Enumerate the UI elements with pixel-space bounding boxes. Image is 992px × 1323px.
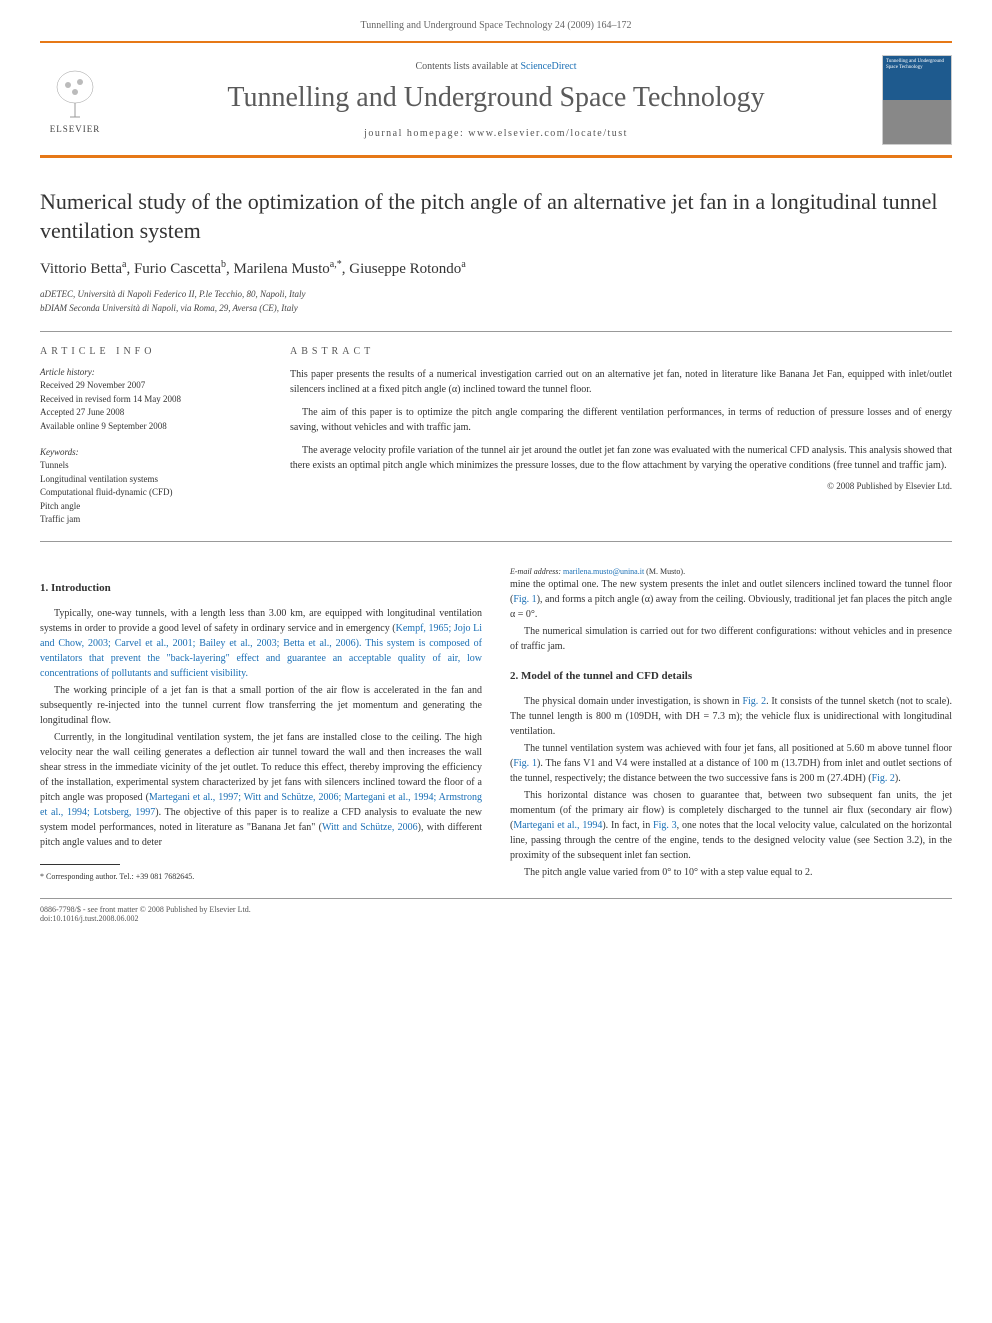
figure-link[interactable]: Fig. 1 bbox=[513, 758, 537, 769]
body-para: This horizontal distance was chosen to g… bbox=[510, 788, 952, 863]
citation-link[interactable]: Martegani et al., 1994 bbox=[513, 820, 602, 831]
running-header: Tunnelling and Underground Space Technol… bbox=[40, 20, 952, 41]
abstract-copyright: © 2008 Published by Elsevier Ltd. bbox=[290, 481, 952, 491]
abstract-label: ABSTRACT bbox=[290, 346, 952, 357]
email-link[interactable]: marilena.musto@unina.it bbox=[563, 567, 644, 576]
email-label: E-mail address: bbox=[510, 567, 563, 576]
text: ). bbox=[895, 773, 901, 784]
affiliations: aDETEC, Università di Napoli Federico II… bbox=[40, 288, 952, 315]
abstract-para: The average velocity profile variation o… bbox=[290, 443, 952, 473]
citation-link[interactable]: Witt and Schütze, 2006 bbox=[322, 822, 418, 833]
figure-link[interactable]: Fig. 2 bbox=[872, 773, 895, 784]
keyword: Pitch angle bbox=[40, 500, 260, 514]
body-para: mine the optimal one. The new system pre… bbox=[510, 577, 952, 622]
body-para: Currently, in the longitudinal ventilati… bbox=[40, 730, 482, 850]
figure-link[interactable]: Fig. 2 bbox=[742, 696, 766, 707]
figure-link[interactable]: Fig. 1 bbox=[513, 594, 536, 605]
history-received: Received 29 November 2007 bbox=[40, 379, 260, 393]
keywords-label: Keywords: bbox=[40, 447, 260, 457]
text: The physical domain under investigation,… bbox=[524, 696, 742, 707]
text: ), and forms a pitch angle (α) away from… bbox=[510, 594, 952, 620]
article-body: 1. Introduction Typically, one-way tunne… bbox=[40, 566, 952, 883]
history-online: Available online 9 September 2008 bbox=[40, 420, 260, 434]
keywords-block: Keywords: Tunnels Longitudinal ventilati… bbox=[40, 447, 260, 527]
article-info-label: ARTICLE INFO bbox=[40, 346, 260, 357]
article-meta-row: ARTICLE INFO Article history: Received 2… bbox=[40, 331, 952, 542]
contents-available-line: Contents lists available at ScienceDirec… bbox=[110, 61, 882, 72]
body-para: The physical domain under investigation,… bbox=[510, 694, 952, 739]
corresponding-author-note: * Corresponding author. Tel.: +39 081 76… bbox=[40, 871, 482, 882]
article-title: Numerical study of the optimization of t… bbox=[40, 188, 952, 245]
section-2-heading: 2. Model of the tunnel and CFD details bbox=[510, 668, 952, 685]
body-para: The tunnel ventilation system was achiev… bbox=[510, 741, 952, 786]
email-person: (M. Musto). bbox=[644, 567, 685, 576]
keyword: Computational fluid-dynamic (CFD) bbox=[40, 486, 260, 500]
abstract-para: The aim of this paper is to optimize the… bbox=[290, 405, 952, 435]
article-info-column: ARTICLE INFO Article history: Received 2… bbox=[40, 346, 260, 527]
banner-center: Contents lists available at ScienceDirec… bbox=[110, 61, 882, 139]
affiliation-a: aDETEC, Università di Napoli Federico II… bbox=[40, 288, 952, 302]
figure-link[interactable]: Fig. 3 bbox=[653, 820, 677, 831]
history-accepted: Accepted 27 June 2008 bbox=[40, 406, 260, 420]
body-para: The numerical simulation is carried out … bbox=[510, 624, 952, 654]
journal-cover-thumbnail: Tunnelling and Underground Space Technol… bbox=[882, 55, 952, 145]
text: ). In fact, in bbox=[602, 820, 653, 831]
keyword: Traffic jam bbox=[40, 513, 260, 527]
footnote-separator bbox=[40, 864, 120, 865]
keyword: Tunnels bbox=[40, 459, 260, 473]
history-revised: Received in revised form 14 May 2008 bbox=[40, 393, 260, 407]
keyword: Longitudinal ventilation systems bbox=[40, 473, 260, 487]
homepage-prefix: journal homepage: bbox=[364, 128, 468, 139]
elsevier-tree-icon bbox=[50, 67, 100, 122]
abstract-text: This paper presents the results of a num… bbox=[290, 367, 952, 473]
section-1-heading: 1. Introduction bbox=[40, 580, 482, 597]
journal-banner: ELSEVIER Contents lists available at Sci… bbox=[40, 41, 952, 158]
body-para: Typically, one-way tunnels, with a lengt… bbox=[40, 606, 482, 681]
journal-homepage-line: journal homepage: www.elsevier.com/locat… bbox=[110, 128, 882, 139]
publisher-logo: ELSEVIER bbox=[40, 60, 110, 140]
front-matter-line: 0886-7798/$ - see front matter © 2008 Pu… bbox=[40, 905, 952, 914]
history-label: Article history: bbox=[40, 367, 260, 377]
homepage-url: www.elsevier.com/locate/tust bbox=[468, 128, 628, 139]
contents-prefix: Contents lists available at bbox=[415, 61, 520, 72]
body-para: The pitch angle value varied from 0° to … bbox=[510, 865, 952, 880]
email-footnote: E-mail address: marilena.musto@unina.it … bbox=[510, 566, 952, 577]
author-list: Vittorio Bettaa, Furio Cascettab, Marile… bbox=[40, 259, 952, 278]
sciencedirect-link[interactable]: ScienceDirect bbox=[520, 61, 576, 72]
abstract-para: This paper presents the results of a num… bbox=[290, 367, 952, 397]
doi-line: doi:10.1016/j.tust.2008.06.002 bbox=[40, 914, 952, 923]
page-footer: 0886-7798/$ - see front matter © 2008 Pu… bbox=[40, 898, 952, 923]
journal-title: Tunnelling and Underground Space Technol… bbox=[110, 82, 882, 114]
abstract-column: ABSTRACT This paper presents the results… bbox=[290, 346, 952, 527]
publisher-name: ELSEVIER bbox=[50, 124, 101, 134]
affiliation-b: bDIAM Seconda Università di Napoli, via … bbox=[40, 302, 952, 316]
body-para: The working principle of a jet fan is th… bbox=[40, 683, 482, 728]
